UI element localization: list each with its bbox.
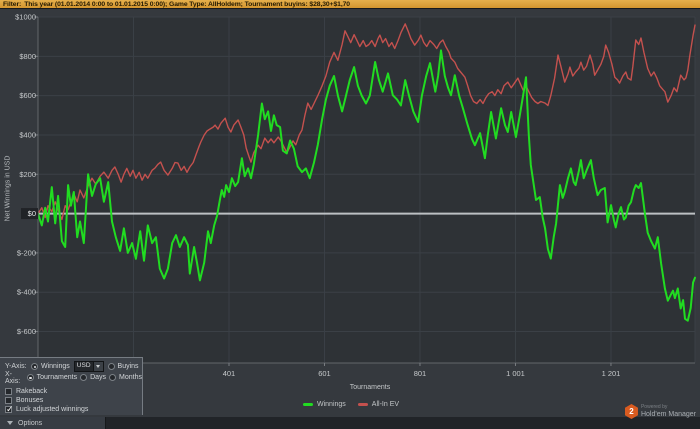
filter-label: Filter: <box>3 1 22 8</box>
app-name-label: Hold'em Manager <box>640 411 696 418</box>
winnings-line-swatch <box>303 403 313 406</box>
x-axis-days-radio[interactable] <box>80 374 88 381</box>
rakeback-row: Rakeback <box>5 387 142 395</box>
y-tick-label: $200 <box>19 170 36 179</box>
y-axis-buyins-radio[interactable] <box>107 363 115 370</box>
bonuses-row: Bonuses <box>5 396 142 404</box>
series-all-in-ev <box>37 23 696 221</box>
x-tick-label: 601 <box>318 369 331 378</box>
options-button[interactable]: Options <box>0 417 106 429</box>
legend-item-all-in-ev: All-In EV <box>357 401 400 408</box>
y-tick-label: $-600 <box>17 327 36 336</box>
filter-text: This year (01.01.2014 0:00 to 01.01.2015… <box>24 1 350 8</box>
y-axis-winnings-label: Winnings <box>41 363 70 370</box>
bonuses-label: Bonuses <box>16 396 44 404</box>
y-axis-row-label: Y-Axis: <box>5 363 27 370</box>
x-tick-label: 1 201 <box>602 369 621 378</box>
x-tick-label: 401 <box>223 369 236 378</box>
chevron-down-icon <box>7 421 13 425</box>
y-tick-label: $-400 <box>17 288 36 297</box>
series-winnings <box>37 49 696 322</box>
chart-legend: Winnings All-In EV <box>303 401 399 408</box>
chart-plot-area[interactable] <box>38 17 695 363</box>
zero-label-badge <box>21 208 38 220</box>
options-button-label: Options <box>18 419 43 427</box>
x-axis-days-label: Days <box>90 374 107 381</box>
y-tick-label: $400 <box>19 130 36 139</box>
y-tick-label: $-200 <box>17 248 36 257</box>
luck-adjusted-row: Luck adjusted winnings <box>5 404 142 415</box>
x-axis-months-label: Months <box>119 374 142 381</box>
bottom-bar: Options <box>0 417 700 429</box>
currency-dropdown[interactable]: USD <box>73 361 104 372</box>
x-axis-tournaments-label: Tournaments <box>36 374 78 381</box>
rakeback-checkbox[interactable] <box>5 387 12 395</box>
branding-text: Powered by Hold'em Manager <box>640 404 696 419</box>
x-axis-months-radio[interactable] <box>109 374 117 381</box>
x-tick-label: 801 <box>414 369 427 378</box>
y-axis-title: Net Winnings in USD <box>4 155 12 222</box>
x-axis-row-label: X-Axis: <box>5 370 21 385</box>
holdem-manager-branding: 2 Powered by Hold'em Manager <box>624 404 696 419</box>
luck-adjusted-winnings-checkbox[interactable] <box>5 404 14 415</box>
y-tick-label: $600 <box>19 91 36 100</box>
y-axis-buyins-label: Buyins <box>117 363 139 370</box>
x-axis-row: X-Axis: Tournaments Days Months <box>5 370 142 385</box>
x-tick-label: 1 001 <box>506 369 525 378</box>
bonuses-checkbox[interactable] <box>5 396 12 404</box>
filter-bar: Filter: This year (01.01.2014 0:00 to 01.… <box>0 0 700 9</box>
legend-label: All-In EV <box>371 401 400 408</box>
powered-by-label: Powered by <box>640 404 668 410</box>
graph-axis-controls-panel: Y-Axis: Winnings USD Buyins X-Axis: Tour… <box>0 357 143 415</box>
y-tick-label: $800 <box>19 52 36 61</box>
y-tick-label: $0 <box>28 209 36 218</box>
x-axis-tournaments-radio[interactable] <box>26 374 34 381</box>
x-axis-title: Tournaments <box>349 384 391 391</box>
legend-item-winnings: Winnings <box>303 401 346 408</box>
luck-adjusted-winnings-label: Luck adjusted winnings <box>16 405 89 413</box>
rakeback-label: Rakeback <box>16 387 48 395</box>
y-axis-row: Y-Axis: Winnings USD Buyins <box>5 361 142 372</box>
all-in-ev-line-swatch <box>357 403 368 406</box>
y-axis-winnings-radio[interactable] <box>31 363 38 370</box>
hm2-logo-icon: 2 <box>624 404 638 419</box>
legend-label: Winnings <box>317 401 346 408</box>
currency-dropdown-arrow-icon[interactable] <box>92 362 103 371</box>
y-tick-label: $1000 <box>15 13 36 22</box>
currency-value: USD <box>76 362 91 369</box>
